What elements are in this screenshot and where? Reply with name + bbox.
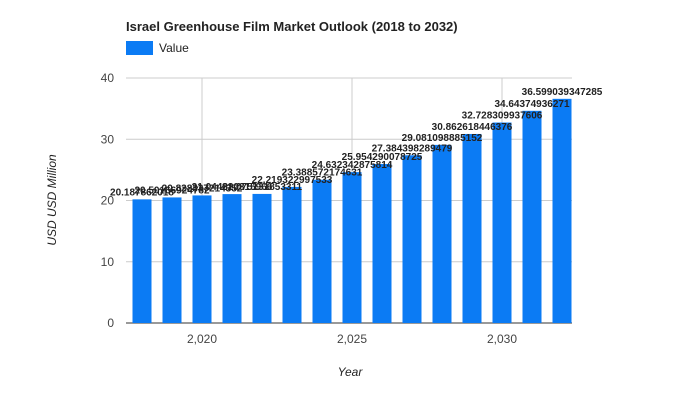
y-tick-label: 30	[101, 132, 115, 146]
x-axis-title: Year	[338, 365, 364, 379]
data-label: 25.954290078725	[342, 152, 423, 163]
chart-title: Israel Greenhouse Film Market Outlook (2…	[126, 19, 458, 34]
bar	[222, 194, 242, 323]
bar	[252, 193, 272, 323]
y-tick-label: 40	[101, 71, 115, 85]
data-label: 21.075131853311	[222, 182, 303, 193]
data-label: 20.187862018	[110, 187, 174, 198]
bar	[432, 144, 452, 323]
data-label: 20.828337214352	[162, 183, 243, 194]
data-label: 23.388572174631	[282, 168, 363, 179]
x-tick-label: 2,030	[487, 332, 517, 346]
y-axis-title: USD USD Million	[45, 154, 59, 246]
x-axis-ticks: 2,020 2,025 2,030	[187, 332, 517, 346]
bar	[552, 98, 572, 323]
bar	[372, 164, 392, 323]
y-tick-label: 20	[101, 194, 115, 208]
data-label: 30.862618446376	[432, 122, 513, 133]
data-label: 29.081098885152	[402, 133, 483, 144]
bar	[192, 195, 212, 323]
x-tick-label: 2,025	[337, 332, 367, 346]
data-label: 36.599039347285	[522, 87, 603, 98]
bar	[492, 122, 512, 324]
data-labels: 20.18786201820.5016692478220.82833721435…	[110, 87, 603, 199]
y-tick-label: 0	[107, 316, 114, 330]
bar	[402, 155, 422, 323]
legend-label: Value	[159, 41, 189, 55]
data-label: 22.219322997533	[252, 175, 333, 186]
data-label: 34.64374936271	[494, 99, 570, 110]
bar	[162, 197, 182, 323]
bars	[132, 98, 572, 324]
data-label: 20.50166924782	[134, 185, 210, 196]
bar	[312, 179, 332, 323]
y-tick-label: 10	[101, 255, 115, 269]
data-label: 21.044820315966	[192, 182, 273, 193]
data-label: 27.384398289479	[372, 143, 453, 154]
bar	[342, 172, 362, 323]
bar	[132, 199, 152, 323]
data-label: 32.728309937606	[462, 111, 543, 122]
y-axis-ticks: 0 10 20 30 40	[101, 71, 115, 330]
bar	[522, 110, 542, 323]
x-tick-label: 2,020	[187, 332, 217, 346]
data-label: 24.632342875814	[312, 160, 393, 171]
legend-swatch	[126, 41, 153, 55]
bar	[282, 186, 302, 323]
bar	[462, 133, 482, 323]
